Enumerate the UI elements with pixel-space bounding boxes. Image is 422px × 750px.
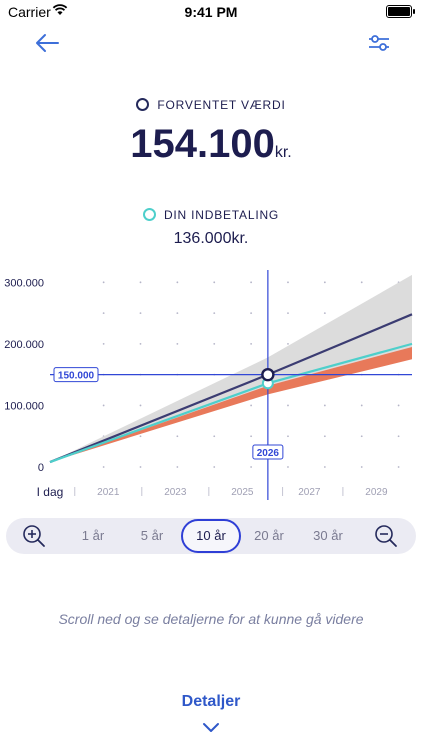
grid-dot <box>397 466 400 468</box>
range-30-years[interactable]: 30 år <box>313 528 343 543</box>
expected-dot-icon <box>136 98 150 111</box>
range-20-years[interactable]: 20 år <box>254 528 284 543</box>
grid-dot <box>323 466 326 468</box>
projection-chart[interactable]: 0 100.000 200.000 300.000 150.000 2026 I dag 20… <box>0 262 422 507</box>
grid-dot <box>360 281 363 284</box>
grid-dot <box>323 404 326 407</box>
grid-dot <box>139 312 142 314</box>
grid-dot <box>176 342 179 345</box>
grid-dot <box>250 404 253 407</box>
expected-amount: 154.100 <box>130 122 275 166</box>
grid-dot <box>287 466 289 468</box>
grid-dot <box>176 281 179 284</box>
crosshair-x-label: 2026 <box>257 448 280 459</box>
grid-dot <box>287 342 289 345</box>
grid-dot <box>323 435 326 438</box>
battery-icon <box>386 5 415 18</box>
grid-dot <box>139 281 142 284</box>
grid-dot <box>213 281 216 284</box>
x-tick-label: 2021 <box>97 487 120 498</box>
grid-dot <box>213 466 216 468</box>
grid-dot <box>213 342 216 345</box>
y-tick-label: 0 <box>38 462 44 474</box>
grid-dot <box>176 312 179 314</box>
y-tick-label: 100.000 <box>4 400 44 412</box>
chevron-down-icon[interactable] <box>202 722 220 734</box>
grid-dot <box>250 435 253 438</box>
grid-dot <box>139 435 142 438</box>
carrier-label: Carrier <box>8 4 51 20</box>
grid-dot <box>250 281 253 284</box>
grid-dot <box>139 342 142 345</box>
expected-unit: kr. <box>274 144 292 161</box>
grid-dot <box>102 281 105 284</box>
deposit-label: DIN INDBETALING <box>163 208 280 222</box>
grid-dot <box>176 466 179 468</box>
x-tick-label: 2023 <box>164 487 187 498</box>
grid-dot <box>287 312 289 314</box>
deposit-dot-icon <box>142 208 156 221</box>
clock: 9:41 PM <box>184 4 238 20</box>
y-tick-label: 200.000 <box>4 339 44 351</box>
range-10-years[interactable]: 10 år <box>181 519 241 553</box>
crosshair-y-label-box <box>53 367 99 383</box>
grid-dot <box>139 466 142 468</box>
grid-dot <box>213 435 216 438</box>
x-tick-label: 2025 <box>231 487 254 498</box>
expected-marker[interactable] <box>261 367 275 382</box>
grid-dot <box>287 281 289 284</box>
arrow-left-icon[interactable] <box>34 32 60 54</box>
expected-legend: FORVENTET VÆRDI <box>0 98 422 112</box>
x-tick-label: 2027 <box>298 487 321 498</box>
scroll-hint: Scroll ned og se detaljerne for at kunne… <box>58 611 364 627</box>
grid-dot <box>102 466 105 468</box>
x-start-label: I dag <box>37 485 64 499</box>
status-bar: Carrier 9:41 PM <box>0 0 422 24</box>
range-selector: 1 år 5 år 10 år 20 år 30 år <box>6 518 416 554</box>
deposit-legend: DIN INDBETALING <box>0 208 422 222</box>
range-1-year[interactable]: 1 år <box>81 528 105 543</box>
grid-dot <box>397 435 400 438</box>
grid-dot <box>287 404 289 407</box>
lower-range-band <box>50 346 412 463</box>
x-tick-label: 2029 <box>365 487 388 498</box>
wifi-icon <box>52 4 68 15</box>
grid-dot <box>102 404 105 407</box>
expected-label: FORVENTET VÆRDI <box>157 98 286 112</box>
range-5-years[interactable]: 5 år <box>140 528 164 543</box>
grid-dot <box>102 342 105 345</box>
details-link[interactable]: Detaljer <box>181 693 241 710</box>
sliders-icon[interactable] <box>366 32 392 54</box>
grid-dot <box>323 281 326 284</box>
grid-dot <box>250 312 253 314</box>
deposit-value: 136.000kr. <box>173 230 249 247</box>
grid-dot <box>102 312 105 314</box>
crosshair-x-label-box <box>252 444 284 460</box>
grid-dot <box>360 466 363 468</box>
grid-dot <box>250 466 253 468</box>
grid-dot <box>139 404 142 407</box>
grid-dot <box>176 435 179 438</box>
grid-dot <box>360 404 363 407</box>
grid-dot <box>287 435 289 438</box>
grid-dot <box>323 312 326 314</box>
zoom-in-icon[interactable] <box>20 522 48 550</box>
y-tick-label: 300.000 <box>4 277 44 289</box>
grid-dot <box>250 342 253 345</box>
grid-dot <box>213 312 216 314</box>
grid-dot <box>397 404 400 407</box>
expected-value: 154.100kr. <box>0 122 422 167</box>
zoom-out-icon[interactable] <box>372 522 400 550</box>
grid-dot <box>360 435 363 438</box>
crosshair-y-label: 150.000 <box>58 371 95 382</box>
